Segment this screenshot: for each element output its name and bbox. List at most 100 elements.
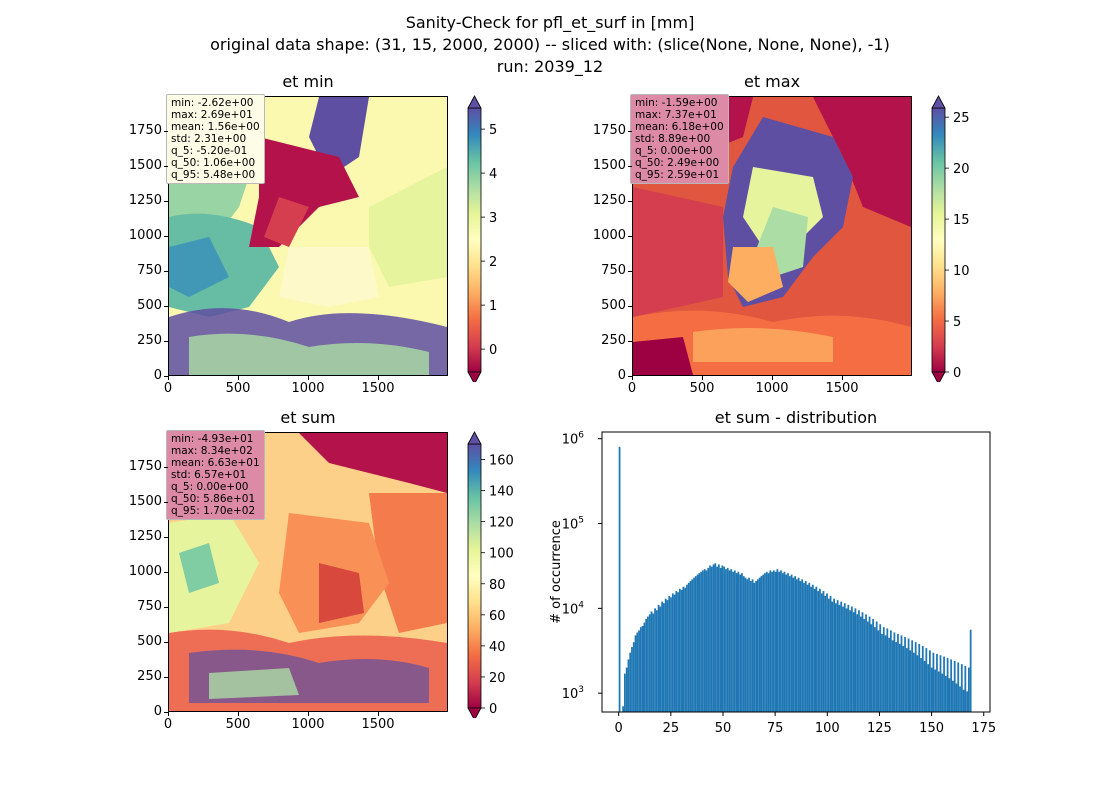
histogram-bar [686, 584, 688, 712]
histogram-bar [856, 614, 859, 712]
histogram-bar [764, 573, 766, 712]
histogram-bar [661, 601, 664, 712]
colorbar-tick-label: 60 [489, 609, 506, 624]
histogram-bar [893, 632, 896, 712]
histogram-bar [723, 566, 726, 712]
y-tick-mark [164, 677, 168, 678]
histogram-bar [916, 655, 919, 712]
histogram-bar [769, 570, 772, 712]
y-tick-base: 10 [562, 687, 579, 702]
histogram-bar [808, 582, 811, 712]
colorbar-extend-min [931, 371, 946, 382]
colorbar-gradient [467, 443, 482, 709]
histogram-bar [652, 613, 655, 712]
histogram-bar [717, 564, 720, 712]
y-tick-mark [164, 376, 168, 377]
histogram-bar [744, 577, 747, 712]
histogram-bar [629, 652, 632, 712]
histogram-bar [946, 657, 949, 712]
y-tick-base: 10 [562, 518, 579, 533]
x-tick-label: 500 [225, 717, 251, 732]
histogram-bar [918, 644, 921, 712]
histogram-bar [776, 569, 779, 712]
stats-box-et-max: min: -1.59e+00 max: 7.37e+01 mean: 6.18e+0… [630, 94, 729, 184]
colorbar-et-min: 0 1 2 3 4 5 [467, 95, 497, 382]
y-tick-mark [164, 537, 168, 538]
colorbar-extend-min [467, 707, 482, 718]
histogram-bar [638, 630, 640, 712]
y-tick-label: 1750 [128, 459, 162, 474]
colorbar-extend-min [467, 371, 482, 382]
histogram-bar [925, 648, 928, 712]
histogram-bar [634, 635, 637, 712]
figure-title-line-3: run: 2039_12 [496, 57, 604, 76]
x-tick-mark [308, 376, 309, 380]
histogram-bar [703, 569, 706, 712]
x-tick-mark [308, 712, 309, 716]
y-tick-label: 750 [137, 599, 162, 614]
histogram-bar [794, 576, 796, 712]
stats-box-et-min: min: -2.62e+00 max: 2.69e+01 mean: 1.56e+0… [166, 94, 265, 184]
histogram-bar [650, 611, 653, 712]
histogram-bar [797, 577, 800, 712]
histogram-bar [748, 577, 750, 712]
histogram-bar [636, 632, 639, 712]
histogram-bar [712, 564, 715, 712]
histogram-bar [627, 659, 630, 712]
stats-line: max: 8.34e+02 [171, 445, 253, 457]
y-tick-label: 1000 [128, 228, 162, 243]
histogram-bar [726, 567, 729, 712]
histogram-bar [852, 612, 855, 712]
histogram-bar [678, 588, 681, 712]
histogram-bar [854, 608, 857, 712]
y-tick-exponent: 4 [578, 600, 584, 610]
histogram-bar [870, 624, 873, 712]
histogram-bar [845, 608, 848, 712]
x-tick-label: 0 [615, 721, 623, 736]
histogram-bar [716, 566, 718, 712]
y-tick-mark [628, 166, 632, 167]
x-tick-mark [238, 376, 239, 380]
y-tick-label: 750 [137, 263, 162, 278]
histogram-bar [730, 569, 733, 712]
histogram-bar [905, 648, 908, 712]
colorbar-tick-label: 160 [489, 454, 514, 469]
y-tick-exponent: 3 [578, 685, 584, 695]
histogram-bar [944, 675, 947, 712]
histogram-bar [952, 680, 954, 712]
histogram-bar [939, 655, 942, 712]
x-tick-mark [632, 376, 633, 380]
histogram-bar [675, 591, 678, 712]
histogram-bar [778, 571, 781, 712]
y-tick-label: 250 [137, 333, 162, 348]
y-tick-mark [164, 341, 168, 342]
y-tick-base: 10 [562, 433, 579, 448]
stats-line: min: -2.62e+00 [171, 97, 254, 109]
histogram-bar [788, 576, 791, 712]
histogram-bar [796, 579, 798, 712]
y-tick-mark [628, 236, 632, 237]
histogram-bar [861, 612, 864, 712]
histogram-bar [930, 667, 933, 712]
stats-line: min: -1.59e+00 [635, 97, 718, 109]
x-tick-label: 175 [971, 721, 996, 736]
histogram-bar [950, 659, 953, 712]
stats-line: q_95: 1.70e+02 [171, 505, 256, 517]
histogram-bar [831, 601, 834, 712]
histogram-bar [838, 604, 841, 712]
histogram-bar [907, 638, 910, 712]
y-tick-mark [164, 502, 168, 503]
stats-line: mean: 1.56e+00 [171, 121, 260, 133]
y-tick-mark [164, 306, 168, 307]
histogram-bar [969, 629, 972, 712]
histogram-bar [648, 614, 651, 712]
histogram-bar [772, 570, 775, 712]
histogram-bar [879, 624, 882, 712]
stats-line: q_50: 1.06e+00 [171, 157, 256, 169]
histogram-bar [728, 570, 731, 712]
histogram-bar [694, 576, 697, 712]
x-tick-label: 75 [767, 721, 784, 736]
histogram-bar [631, 647, 633, 712]
y-tick-mark [628, 131, 632, 132]
histogram-bar [923, 660, 926, 712]
